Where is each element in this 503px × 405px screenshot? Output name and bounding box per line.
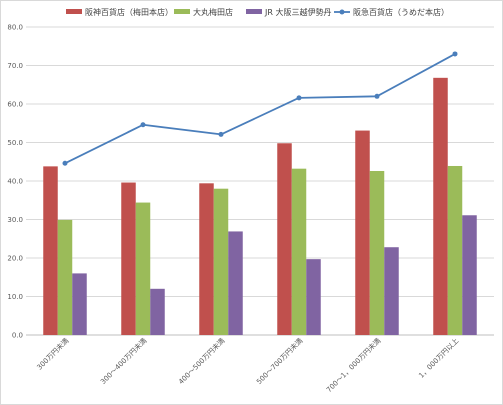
- bar-1-2: [121, 182, 136, 335]
- category-label: 700～1，000万円未満: [324, 336, 382, 394]
- y-tick-label: 40.0: [7, 178, 23, 186]
- y-tick-label: 80.0: [7, 24, 23, 32]
- bar-1-5: [355, 130, 370, 335]
- y-tick-label: 70.0: [7, 62, 23, 70]
- line-point-5: [374, 93, 380, 99]
- line-point-4: [296, 95, 302, 101]
- bar-3-5: [384, 247, 399, 335]
- legend-label: 阪急百貨店（うめだ本店）: [353, 7, 449, 17]
- line-point-3: [218, 131, 224, 137]
- legend-swatch: [246, 9, 262, 14]
- bar-2-1: [57, 219, 73, 335]
- y-tick-label: 60.0: [7, 101, 23, 109]
- bar-1-3: [199, 183, 214, 335]
- bar-2-6: [447, 165, 463, 335]
- bar-3-2: [150, 288, 165, 335]
- bar-1-1: [43, 166, 58, 335]
- bar-3-6: [462, 215, 477, 335]
- line-point-6: [452, 51, 458, 57]
- line-series: [64, 53, 456, 165]
- category-label: 300～400万円未満: [98, 336, 148, 386]
- category-label: 400～500万円未満: [176, 336, 226, 386]
- category-label: 300万円未満: [35, 336, 71, 372]
- bar-2-4: [291, 168, 307, 335]
- category-label: 1，000万円以上: [417, 336, 461, 380]
- legend-swatch: [174, 9, 190, 14]
- bar-1-4: [277, 143, 292, 335]
- legend-label: JR 大阪三越伊勢丹: [264, 7, 331, 17]
- line-point-2: [140, 122, 146, 128]
- y-tick-label: 30.0: [7, 216, 23, 224]
- bar-3-4: [306, 259, 321, 335]
- bar-1-6: [433, 77, 448, 335]
- y-tick-label: 10.0: [7, 293, 23, 301]
- bar-3-3: [228, 231, 243, 335]
- bar-3-1: [72, 273, 87, 335]
- y-tick-label: 0.0: [12, 332, 23, 340]
- bar-2-5: [369, 170, 385, 335]
- legend-label: 阪神百貨店（梅田本店）: [85, 7, 173, 17]
- bar-2-3: [213, 188, 229, 335]
- line-point-1: [62, 160, 68, 166]
- y-tick-label: 20.0: [7, 255, 23, 263]
- legend-swatch: [66, 9, 82, 14]
- y-tick-label: 50.0: [7, 139, 23, 147]
- legend-label: 大丸梅田店: [193, 7, 233, 17]
- legend-marker: [339, 9, 345, 15]
- category-label: 500～700万円未満: [254, 336, 304, 386]
- bar-2-2: [135, 202, 151, 335]
